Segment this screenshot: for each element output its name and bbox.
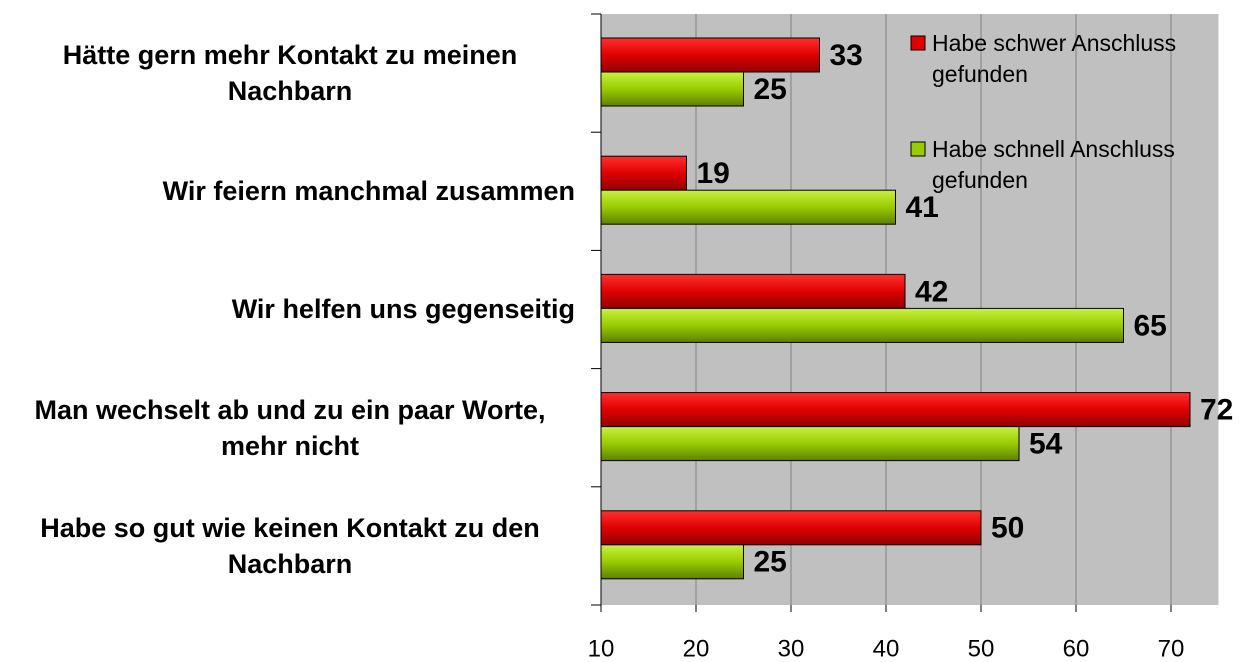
data-label: 42 [915, 275, 948, 308]
x-tick-label: 10 [588, 635, 615, 662]
bar [600, 71, 744, 107]
bar [600, 510, 982, 546]
x-tick-label: 20 [683, 635, 710, 662]
category-label: Habe so gut wie keinen Kontakt zu den Na… [40, 512, 540, 579]
legend-swatch [910, 35, 926, 51]
category-label-box: Man wechselt ab und zu ein paar Worte, m… [0, 369, 575, 487]
bar [600, 544, 744, 580]
x-tick-label: 30 [778, 635, 805, 662]
x-tick-label: 70 [1158, 635, 1185, 662]
data-label: 41 [906, 191, 939, 224]
category-label-box: Habe so gut wie keinen Kontakt zu den Na… [0, 487, 575, 605]
legend-label: Habe schnell Anschluss gefunden [932, 136, 1175, 193]
x-tick-label: 50 [968, 635, 995, 662]
data-label: 54 [1029, 428, 1063, 461]
data-label: 65 [1134, 309, 1167, 342]
data-label: 25 [754, 546, 787, 579]
bar [600, 426, 1020, 462]
data-label: 19 [697, 157, 730, 190]
category-label: Wir helfen uns gegenseitig [231, 294, 575, 325]
data-label: 72 [1200, 394, 1233, 427]
legend-swatch [910, 141, 926, 157]
bar [600, 273, 906, 309]
bar [600, 37, 820, 73]
x-tick-label: 60 [1063, 635, 1090, 662]
data-label: 33 [830, 39, 863, 72]
data-label: 50 [991, 512, 1024, 545]
bar [600, 307, 1124, 343]
category-label-box: Wir feiern manchmal zusammen [0, 132, 575, 250]
category-label-box: Wir helfen uns gegenseitig [0, 250, 575, 368]
legend-label: Habe schwer Anschluss gefunden [932, 30, 1177, 87]
category-label: Wir feiern manchmal zusammen [162, 176, 575, 207]
category-label: Hätte gern mehr Kontakt zu meinen Nachba… [62, 40, 518, 107]
x-tick-label: 40 [873, 635, 900, 662]
data-label: 25 [754, 73, 787, 106]
bar [600, 392, 1191, 428]
category-label: Man wechselt ab und zu ein paar Worte, m… [34, 394, 546, 461]
category-label-box: Hätte gern mehr Kontakt zu meinen Nachba… [0, 14, 575, 132]
bar [600, 155, 687, 191]
bar [600, 189, 896, 225]
